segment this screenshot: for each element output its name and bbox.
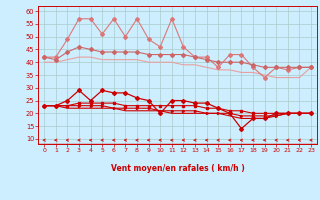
X-axis label: Vent moyen/en rafales ( km/h ): Vent moyen/en rafales ( km/h ) [111, 164, 244, 173]
